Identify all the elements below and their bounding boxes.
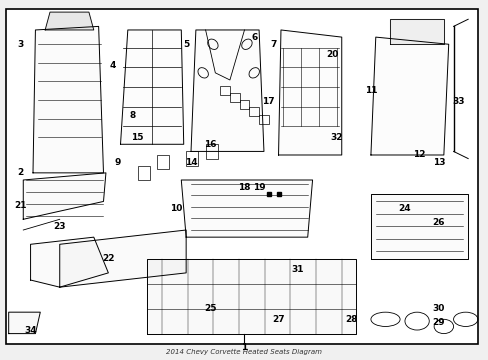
Text: 2014 Chevy Corvette Heated Seats Diagram: 2014 Chevy Corvette Heated Seats Diagram [166, 349, 322, 355]
Text: 31: 31 [291, 265, 304, 274]
Text: 28: 28 [345, 315, 357, 324]
Polygon shape [389, 19, 443, 44]
Text: 27: 27 [272, 315, 285, 324]
Bar [220, 86, 229, 95]
Polygon shape [9, 312, 40, 334]
Text: 12: 12 [412, 150, 425, 159]
Text: 22: 22 [102, 254, 114, 263]
FancyBboxPatch shape [6, 9, 477, 344]
Bar [186, 152, 198, 166]
Polygon shape [23, 173, 106, 219]
Text: 10: 10 [170, 204, 182, 213]
Polygon shape [278, 30, 341, 155]
Text: 15: 15 [131, 132, 143, 141]
Bar [259, 114, 268, 123]
Text: 5: 5 [183, 40, 189, 49]
Text: 4: 4 [110, 61, 116, 70]
Bar [239, 100, 249, 109]
Text: 14: 14 [184, 158, 197, 167]
Bar [137, 166, 149, 180]
Polygon shape [370, 194, 467, 258]
Text: 3: 3 [18, 40, 24, 49]
Text: 20: 20 [325, 50, 338, 59]
Polygon shape [120, 30, 183, 144]
Text: 25: 25 [204, 304, 216, 313]
Text: 18: 18 [238, 183, 250, 192]
Polygon shape [370, 37, 448, 155]
Text: 33: 33 [451, 97, 464, 106]
Polygon shape [33, 26, 103, 173]
Text: 9: 9 [115, 158, 121, 167]
Polygon shape [191, 30, 264, 152]
Text: 21: 21 [15, 201, 27, 210]
Text: 16: 16 [204, 140, 216, 149]
Text: 1: 1 [241, 343, 247, 352]
Text: 11: 11 [364, 86, 376, 95]
Polygon shape [147, 258, 356, 334]
Text: 7: 7 [270, 40, 276, 49]
Bar [229, 93, 239, 102]
Text: 6: 6 [250, 33, 257, 42]
Polygon shape [45, 12, 94, 30]
Polygon shape [181, 180, 312, 237]
Text: 17: 17 [262, 97, 275, 106]
Text: 19: 19 [252, 183, 265, 192]
Text: 13: 13 [432, 158, 445, 167]
Bar [157, 155, 169, 169]
Text: 24: 24 [398, 204, 410, 213]
Text: 2: 2 [18, 168, 24, 177]
Text: 30: 30 [432, 304, 444, 313]
Bar [205, 144, 217, 158]
Polygon shape [30, 237, 108, 287]
Text: 29: 29 [432, 318, 445, 327]
Bar [249, 108, 259, 116]
Polygon shape [60, 230, 186, 287]
Text: 34: 34 [24, 325, 37, 334]
Text: 32: 32 [330, 132, 343, 141]
Text: 23: 23 [53, 222, 66, 231]
Text: 26: 26 [432, 219, 445, 228]
Text: 8: 8 [129, 111, 136, 120]
